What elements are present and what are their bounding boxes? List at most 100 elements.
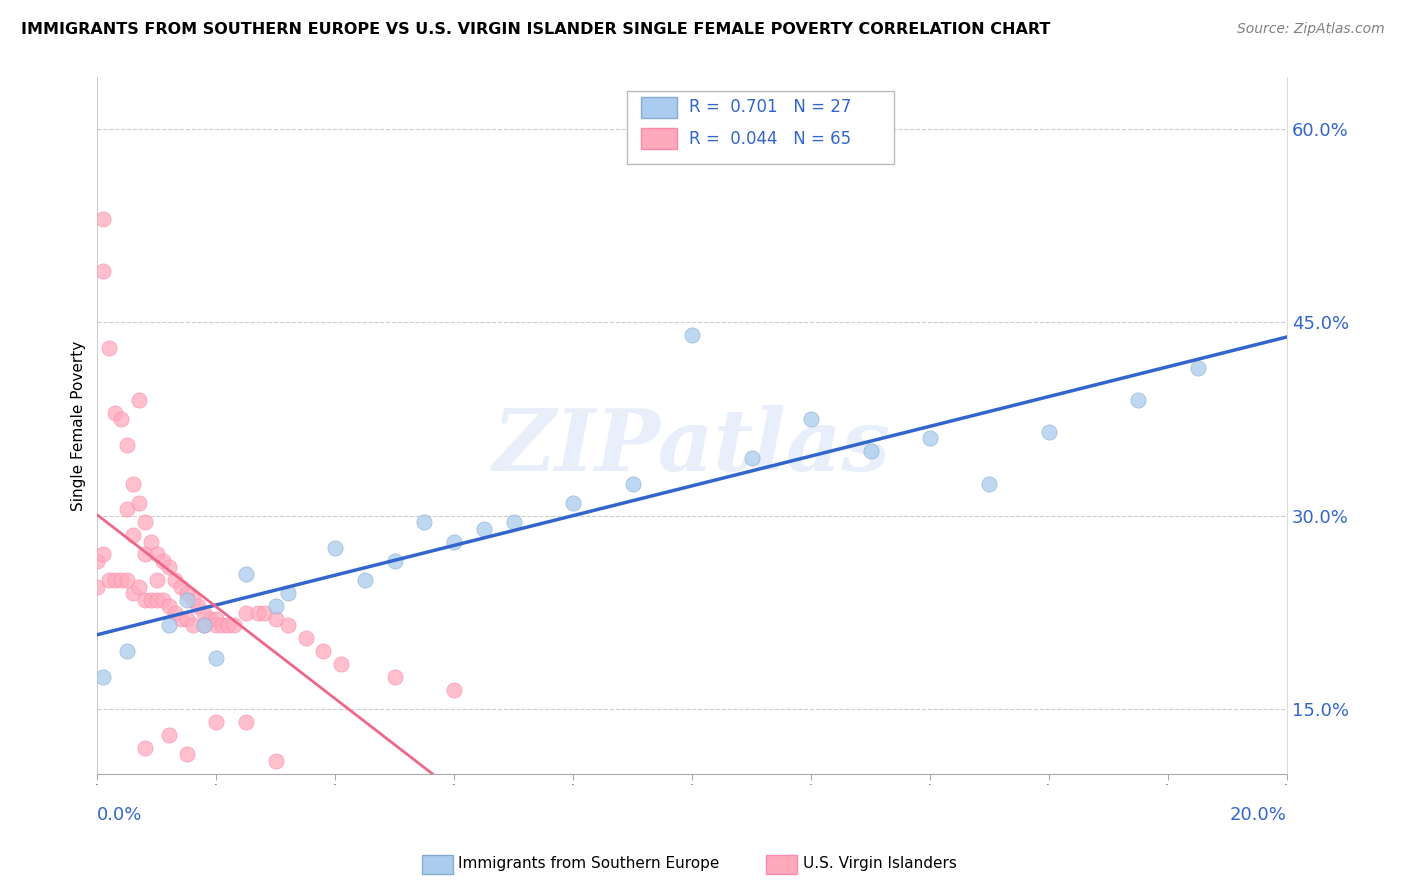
Text: Source: ZipAtlas.com: Source: ZipAtlas.com: [1237, 22, 1385, 37]
Point: [157, 560, 180, 574]
Point: [128, 496, 150, 510]
Point: [312, 644, 335, 658]
Point: [134, 740, 156, 755]
Point: [217, 618, 239, 632]
Point: [413, 515, 436, 529]
Point: [246, 606, 269, 620]
Point: [91, 670, 114, 684]
Point: [122, 586, 145, 600]
Text: ZIPatlas: ZIPatlas: [494, 405, 891, 488]
Point: [741, 450, 763, 465]
Text: R =  0.044   N = 65: R = 0.044 N = 65: [689, 129, 851, 148]
Text: IMMIGRANTS FROM SOUTHERN EUROPE VS U.S. VIRGIN ISLANDER SINGLE FEMALE POVERTY CO: IMMIGRANTS FROM SOUTHERN EUROPE VS U.S. …: [21, 22, 1050, 37]
Point: [800, 412, 823, 426]
Text: 20.0%: 20.0%: [1230, 805, 1286, 824]
Point: [1038, 425, 1060, 439]
Point: [224, 618, 246, 632]
Text: 0.0%: 0.0%: [97, 805, 143, 824]
Point: [152, 554, 174, 568]
Point: [502, 515, 524, 529]
Point: [621, 476, 644, 491]
Point: [146, 548, 169, 562]
Point: [176, 592, 198, 607]
Point: [443, 534, 465, 549]
Point: [169, 612, 191, 626]
Point: [859, 444, 882, 458]
Point: [330, 657, 353, 671]
Point: [91, 548, 114, 562]
Point: [128, 580, 150, 594]
Point: [384, 554, 406, 568]
Point: [277, 586, 299, 600]
Point: [110, 412, 132, 426]
Point: [918, 432, 941, 446]
Point: [681, 328, 703, 343]
Point: [122, 528, 145, 542]
Point: [134, 548, 156, 562]
Text: Immigrants from Southern Europe: Immigrants from Southern Europe: [458, 856, 720, 871]
Bar: [641, 128, 676, 149]
Point: [122, 476, 145, 491]
Point: [193, 618, 215, 632]
Point: [139, 592, 162, 607]
Y-axis label: Single Female Poverty: Single Female Poverty: [72, 341, 86, 511]
Point: [200, 612, 222, 626]
Point: [98, 574, 121, 588]
Point: [91, 264, 114, 278]
Point: [235, 606, 257, 620]
Point: [176, 612, 198, 626]
Point: [152, 592, 174, 607]
Point: [157, 618, 180, 632]
Point: [443, 682, 465, 697]
Point: [146, 574, 169, 588]
Point: [253, 606, 276, 620]
Point: [235, 715, 257, 730]
Point: [110, 574, 132, 588]
Point: [163, 574, 186, 588]
Point: [384, 670, 406, 684]
Point: [264, 754, 287, 768]
Point: [104, 574, 127, 588]
Text: U.S. Virgin Islanders: U.S. Virgin Islanders: [803, 856, 956, 871]
Point: [1126, 392, 1149, 407]
Point: [163, 606, 186, 620]
Point: [86, 554, 108, 568]
Bar: [627, 91, 894, 164]
Point: [115, 502, 138, 516]
Point: [979, 476, 1001, 491]
Point: [205, 650, 228, 665]
Point: [193, 618, 215, 632]
Point: [115, 574, 138, 588]
Point: [205, 612, 228, 626]
Point: [169, 580, 191, 594]
Point: [139, 534, 162, 549]
Point: [157, 599, 180, 613]
Bar: [641, 97, 676, 118]
Point: [205, 715, 228, 730]
Point: [176, 586, 198, 600]
Point: [134, 592, 156, 607]
Point: [98, 341, 121, 355]
Point: [104, 406, 127, 420]
Text: R =  0.701   N = 27: R = 0.701 N = 27: [689, 98, 851, 116]
Point: [472, 522, 495, 536]
Point: [264, 599, 287, 613]
Point: [134, 515, 156, 529]
Point: [323, 541, 346, 555]
Point: [181, 592, 204, 607]
Point: [1187, 360, 1209, 375]
Point: [211, 618, 233, 632]
Point: [187, 599, 209, 613]
Point: [86, 580, 108, 594]
Point: [181, 618, 204, 632]
Point: [128, 392, 150, 407]
Point: [562, 496, 585, 510]
Point: [264, 612, 287, 626]
Point: [176, 747, 198, 762]
Point: [235, 566, 257, 581]
Point: [115, 644, 138, 658]
Point: [277, 618, 299, 632]
Point: [294, 632, 316, 646]
Point: [193, 606, 215, 620]
Point: [146, 592, 169, 607]
